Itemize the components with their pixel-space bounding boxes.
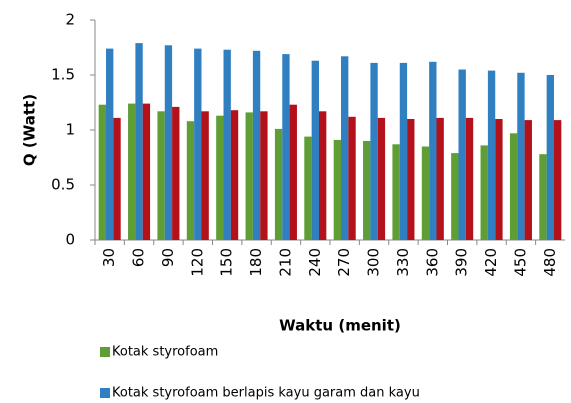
bar bbox=[135, 43, 143, 240]
bar bbox=[495, 119, 503, 240]
y-tick-label: 0 bbox=[65, 231, 75, 249]
x-tick-label: 120 bbox=[188, 248, 206, 277]
bar bbox=[201, 111, 209, 240]
x-axis-label: Waktu (menit) bbox=[279, 317, 401, 335]
bar bbox=[377, 117, 386, 240]
bar bbox=[282, 54, 290, 240]
bar bbox=[465, 117, 474, 240]
x-tick-label: 150 bbox=[218, 248, 236, 277]
y-tick-label: 1 bbox=[65, 121, 75, 139]
bar bbox=[546, 75, 554, 240]
bar bbox=[487, 70, 496, 240]
bar bbox=[311, 60, 319, 241]
bar bbox=[260, 111, 268, 240]
bar bbox=[318, 111, 327, 240]
bar bbox=[333, 139, 342, 240]
x-tick-label: 390 bbox=[453, 248, 471, 277]
y-tick-label: 0.5 bbox=[51, 176, 75, 194]
bar bbox=[480, 145, 488, 240]
bar bbox=[230, 110, 239, 240]
legend-label: Kotak styrofoam berlapis kayu garam dan … bbox=[112, 386, 420, 401]
bar bbox=[370, 62, 378, 241]
x-tick-label: 240 bbox=[306, 248, 324, 277]
bar bbox=[348, 116, 356, 240]
bar bbox=[164, 45, 173, 240]
bar bbox=[436, 117, 444, 240]
x-tick-label: 180 bbox=[247, 248, 265, 277]
y-tick-label: 1.5 bbox=[51, 66, 75, 84]
bar bbox=[223, 49, 231, 241]
bar bbox=[289, 104, 297, 240]
bar bbox=[106, 48, 114, 240]
x-tick-label: 450 bbox=[511, 248, 529, 277]
x-tick-label: 420 bbox=[482, 248, 500, 277]
legend-label: Kotak styrofoam bbox=[112, 345, 218, 360]
legend-swatch bbox=[100, 388, 110, 398]
bar bbox=[341, 56, 349, 240]
bar bbox=[274, 128, 283, 240]
x-tick-label: 480 bbox=[541, 248, 559, 277]
x-tick-label: 330 bbox=[394, 248, 412, 277]
bar bbox=[539, 154, 547, 240]
bar bbox=[421, 146, 430, 240]
bar bbox=[142, 103, 151, 240]
x-tick-label: 210 bbox=[276, 248, 294, 277]
bar bbox=[172, 106, 180, 241]
bar bbox=[429, 61, 437, 240]
bar bbox=[216, 115, 224, 240]
bar bbox=[407, 119, 415, 240]
bar bbox=[304, 136, 312, 240]
bar bbox=[113, 117, 121, 240]
y-tick-label: 2 bbox=[65, 11, 75, 29]
bar bbox=[363, 141, 371, 240]
bar bbox=[194, 48, 202, 240]
bar bbox=[517, 72, 525, 240]
x-tick-label: 60 bbox=[130, 248, 148, 267]
x-tick-label: 30 bbox=[100, 248, 118, 267]
x-tick-label: 360 bbox=[423, 248, 441, 277]
bar bbox=[252, 50, 261, 240]
x-tick-label: 270 bbox=[335, 248, 353, 277]
bar bbox=[524, 120, 532, 240]
bar bbox=[128, 103, 136, 240]
bar bbox=[509, 133, 518, 240]
bar bbox=[186, 121, 195, 240]
bar bbox=[553, 120, 562, 240]
x-tick-label: 90 bbox=[159, 248, 177, 267]
bar bbox=[98, 104, 107, 240]
legend-swatch bbox=[100, 347, 110, 357]
bar bbox=[399, 62, 408, 241]
bar bbox=[392, 144, 400, 240]
bar bbox=[157, 111, 165, 240]
x-tick-label: 300 bbox=[365, 248, 383, 277]
bar bbox=[245, 112, 253, 240]
bar bbox=[451, 153, 459, 240]
y-axis-label: Q (Watt) bbox=[21, 94, 39, 166]
bar bbox=[458, 69, 466, 240]
